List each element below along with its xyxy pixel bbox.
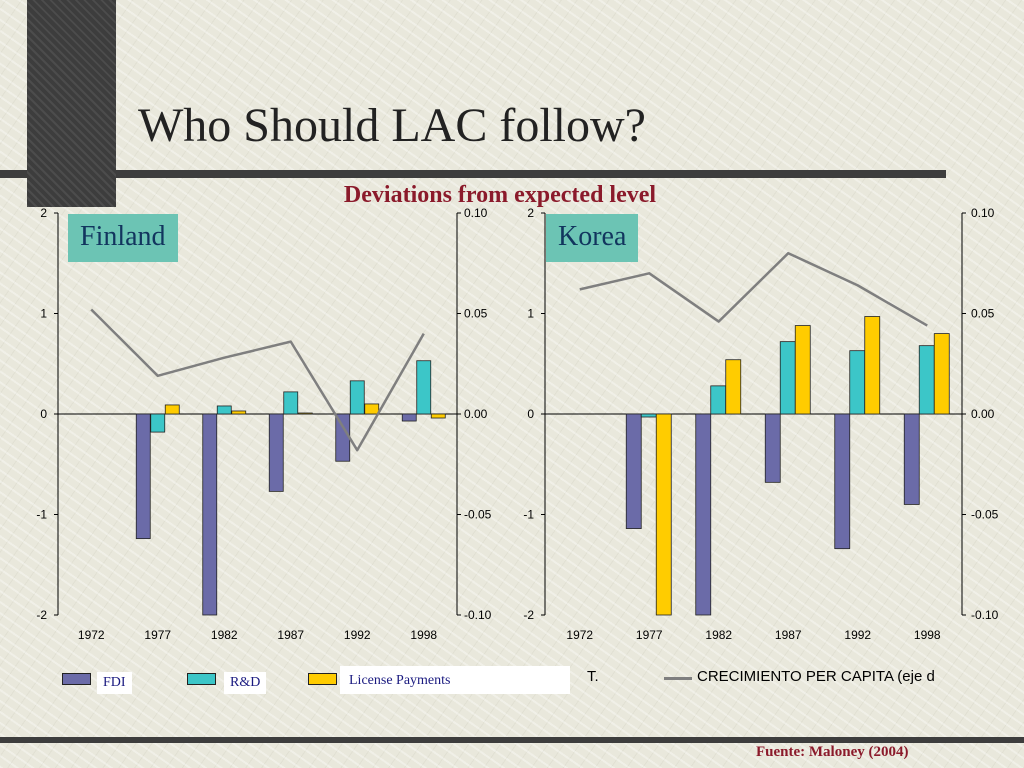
finland-x-tick-label: 1972 [78,628,105,642]
korea-bar-license-payments-1992 [864,316,881,415]
korea-x-tick-label: 1977 [636,628,663,642]
legend-rd-swatch [187,673,216,685]
finland-bar-r-d-1998 [416,360,432,415]
finland-growth-line [90,308,425,452]
finland-bar-r-d-1982 [216,405,232,415]
korea-growth-line [579,251,928,327]
korea-y-tick-label: 2 [527,206,534,220]
korea-bar-r-d-1982 [710,385,727,415]
finland-bar-license-payments-1987 [297,412,313,415]
korea-bar-fdi-1987 [764,413,781,483]
legend-license-swatch [308,673,337,685]
korea-x-tick-label: 1982 [705,628,732,642]
korea-x-tick-label: 1998 [914,628,941,642]
korea-bar-r-d-1977 [640,413,657,418]
finland-bar-r-d-1992 [349,380,365,415]
korea-bar-r-d-1998 [918,345,935,415]
finland-y-tick-label: 2 [40,206,47,220]
finland-bar-license-payments-1998 [430,413,446,419]
legend-rd-label: R&D [224,672,267,694]
finland-x-tick-label: 1977 [144,628,171,642]
korea-y2-tick-label: -0.10 [971,608,999,622]
legend-cut-text: T. [587,668,599,685]
korea-y-tick-label: -1 [523,508,534,522]
korea-y2-tick-label: -0.05 [971,508,999,522]
legend-fdi-swatch [62,673,91,685]
finland-x-tick-label: 1998 [410,628,437,642]
legend-fdi-label: FDI [97,672,132,694]
legend-line-label: CRECIMIENTO PER CAPITA (eje d [697,668,935,685]
korea-bar-fdi-1982 [695,413,712,616]
finland-bar-fdi-1998 [401,413,417,422]
korea-bar-r-d-1992 [849,350,866,415]
korea-bar-license-payments-1998 [933,333,950,415]
chart-subtitle: Deviations from expected level [343,182,657,208]
korea-y2-tick-label: 0.00 [971,407,995,421]
finland-y2-tick-label: 0.05 [464,307,488,321]
finland-x-tick-label: 1987 [277,628,304,642]
title-rule-left [0,170,27,178]
korea-x-tick-label: 1992 [844,628,871,642]
korea-x-tick-label: 1972 [566,628,593,642]
korea-bar-license-payments-1977 [655,413,672,616]
finland-bar-fdi-1992 [335,413,351,462]
finland-bar-r-d-1977 [150,413,166,433]
footer-rule [0,737,1024,743]
korea-y2-tick-label: 0.05 [971,307,995,321]
korea-bar-license-payments-1987 [794,325,811,415]
decorative-block [27,0,116,207]
korea-y-tick-label: -2 [523,608,534,622]
finland-y-tick-label: 0 [40,407,47,421]
legend-line-swatch [664,677,692,680]
korea-bar-fdi-1977 [625,413,642,529]
finland-bar-r-d-1987 [283,391,299,415]
finland-bar-fdi-1987 [268,413,284,492]
finland-y-tick-label: -2 [36,608,47,622]
source-note: Fuente: Maloney (2004) [756,744,909,760]
finland-x-tick-label: 1992 [344,628,371,642]
page-title: Who Should LAC follow? [138,99,646,152]
finland-y2-tick-label: 0.10 [464,206,488,220]
finland-y2-tick-label: -0.10 [464,608,492,622]
finland-bar-license-payments-1977 [164,404,180,415]
finland-y-tick-label: 1 [40,307,47,321]
finland-y2-tick-label: -0.05 [464,508,492,522]
title-rule [116,170,946,178]
finland-bar-fdi-1982 [202,413,218,616]
finland-x-tick-label: 1982 [211,628,238,642]
finland-y-tick-label: -1 [36,508,47,522]
panel-label-korea: Korea [546,214,639,262]
korea-bar-fdi-1998 [903,413,920,505]
panel-label-finland: Finland [68,214,178,262]
finland-bar-license-payments-1982 [231,410,247,415]
korea-y2-tick-label: 0.10 [971,206,995,220]
finland-bar-fdi-1977 [135,413,151,540]
korea-bar-license-payments-1982 [725,359,742,415]
korea-bar-fdi-1992 [834,413,851,550]
finland-bar-license-payments-1992 [364,403,380,415]
legend-license-label: License Payments [340,666,570,694]
finland-y2-tick-label: 0.00 [464,407,488,421]
korea-bar-r-d-1987 [779,341,796,415]
korea-y-tick-label: 1 [527,307,534,321]
korea-x-tick-label: 1987 [775,628,802,642]
korea-y-tick-label: 0 [527,407,534,421]
